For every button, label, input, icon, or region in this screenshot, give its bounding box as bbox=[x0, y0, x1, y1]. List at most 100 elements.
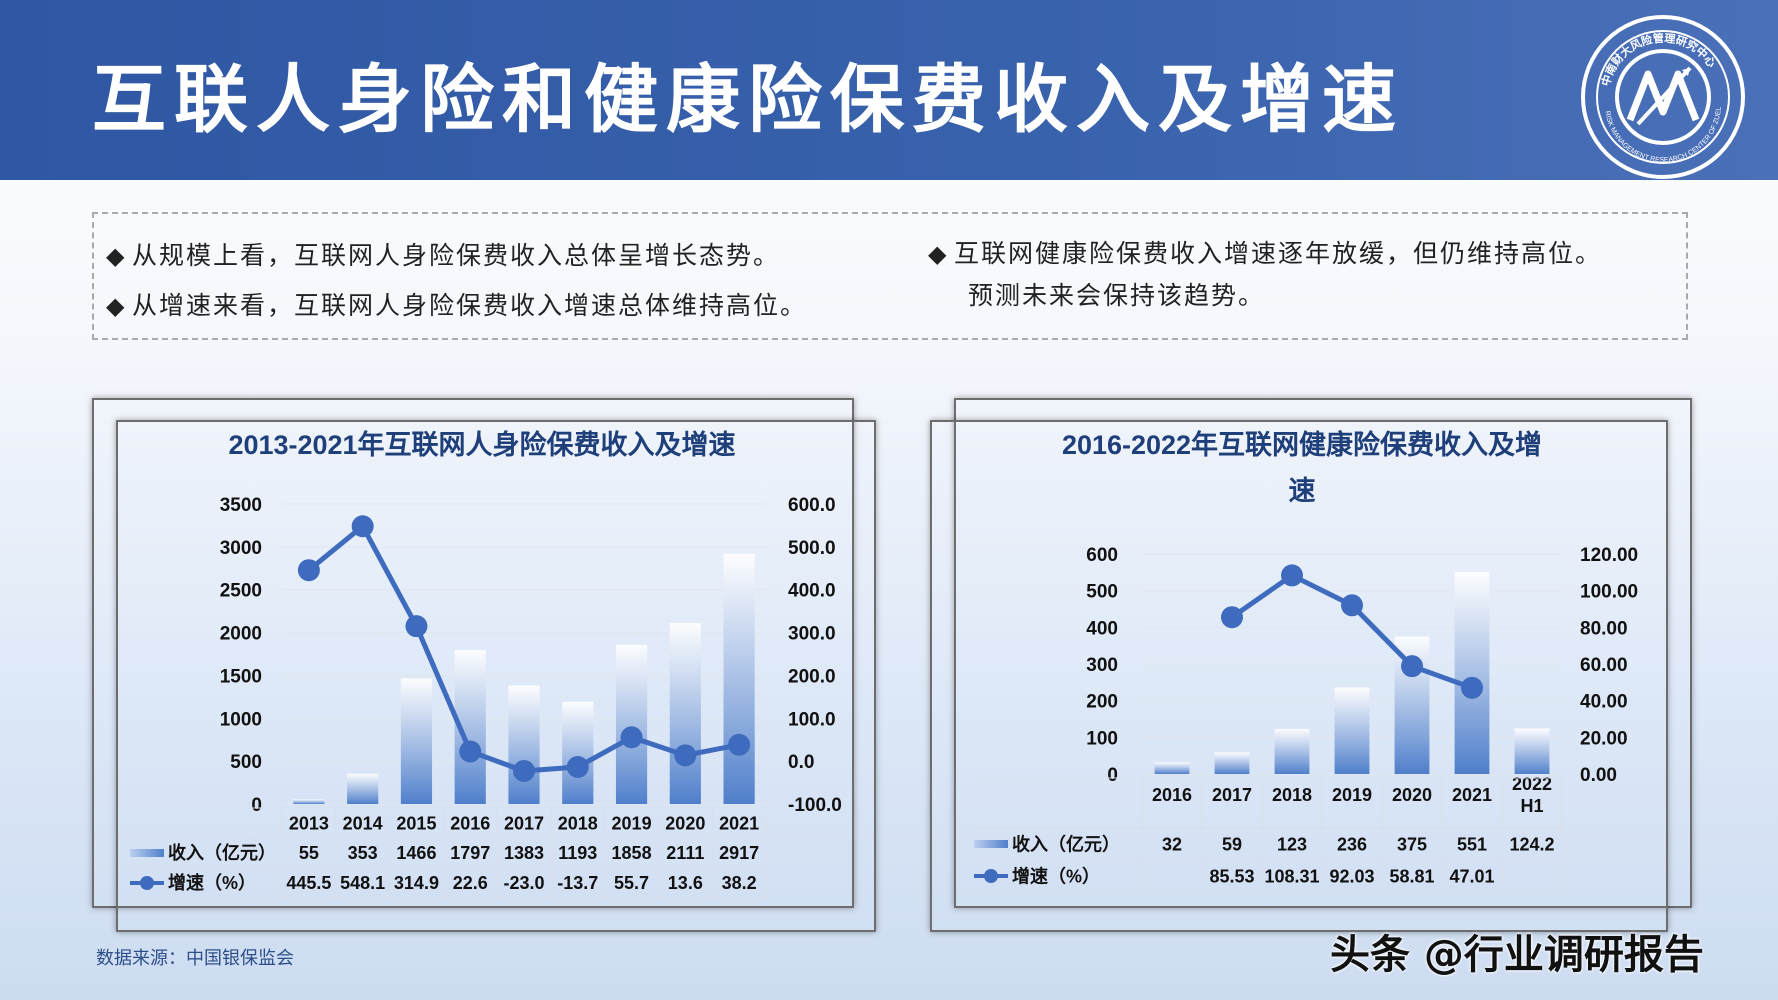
revenue-value: 1797 bbox=[450, 843, 490, 863]
growth-point bbox=[1401, 655, 1423, 678]
growth-point bbox=[1341, 594, 1363, 617]
logo-text: 中南财大风险管理研究中心 bbox=[1598, 31, 1718, 88]
y-right-tick-label: 100.00 bbox=[1580, 582, 1638, 603]
revenue-value: 32 bbox=[1162, 834, 1182, 854]
bar-2018 bbox=[562, 701, 594, 804]
svg-text:中南财大风险管理研究中心: 中南财大风险管理研究中心 bbox=[1598, 31, 1718, 88]
diamond-bullet-icon: ◆ bbox=[106, 292, 127, 320]
growth-line bbox=[1230, 572, 1473, 691]
y-right-tick-label: 20.00 bbox=[1580, 728, 1628, 749]
y-left-tick-label: 500 bbox=[1086, 582, 1118, 603]
legend-bar-key bbox=[130, 849, 164, 857]
chart2-frame-inner bbox=[930, 420, 1668, 932]
bar-2022H1 bbox=[1514, 728, 1550, 774]
growth-value: 22.6 bbox=[453, 873, 488, 893]
y-right-tick-label: 40.00 bbox=[1580, 692, 1628, 713]
y-left-tick-label: 400 bbox=[1086, 618, 1118, 639]
x-tick-label: 2017 bbox=[504, 814, 544, 834]
bar-2019 bbox=[615, 644, 648, 804]
growth-point bbox=[1221, 606, 1243, 629]
bar-2017 bbox=[508, 685, 540, 804]
x-tick-label: 2020 bbox=[665, 814, 705, 834]
note-right-1: ◆ 互联网健康险保费收入增速逐年放缓，但仍维持高位。 bbox=[928, 239, 1603, 268]
y-left-tick-label: 100 bbox=[1086, 728, 1118, 749]
notes-box: ◆ 从规模上看，互联网人身险保费收入总体呈增长态势。 ◆ 从增速来看，互联网人身险保… bbox=[92, 212, 1688, 340]
revenue-value: 124.2 bbox=[1509, 834, 1554, 854]
growth-value: 85.53 bbox=[1209, 866, 1254, 886]
legend-line-marker bbox=[984, 869, 998, 883]
growth-point bbox=[297, 559, 320, 582]
x-tick-label: 2018 bbox=[1272, 785, 1312, 805]
growth-value: 548.1 bbox=[340, 873, 385, 893]
bar-2019 bbox=[1334, 687, 1370, 774]
growth-point bbox=[513, 760, 535, 782]
growth-value: -23.0 bbox=[503, 873, 544, 893]
revenue-value: 1858 bbox=[612, 843, 652, 863]
revenue-value: 123 bbox=[1277, 834, 1307, 854]
note-left-2: ◆ 从增速来看，互联网人身险保费收入增速总体维持高位。 bbox=[106, 291, 808, 320]
chart1-frame-inner bbox=[116, 420, 876, 932]
growth-point bbox=[620, 726, 643, 749]
y-right-tick-label: 60.00 bbox=[1580, 655, 1628, 676]
bar-2016 bbox=[1154, 762, 1190, 774]
revenue-value: 1193 bbox=[558, 843, 597, 863]
y-right-tick-label: 600.0 bbox=[788, 495, 836, 516]
legend-line-label: 增速（%） bbox=[1012, 865, 1100, 886]
chart-title-line2: 速 bbox=[1289, 476, 1316, 506]
revenue-value: 1466 bbox=[396, 843, 436, 863]
growth-point bbox=[459, 740, 482, 763]
y-right-tick-label: 200.0 bbox=[788, 666, 836, 687]
bar-2021 bbox=[723, 553, 755, 804]
y-left-tick-label: 1500 bbox=[220, 666, 262, 687]
bar-2013 bbox=[293, 799, 325, 804]
legend-bar-label: 收入（亿元） bbox=[168, 842, 276, 863]
y-right-tick-label: -100.0 bbox=[788, 795, 842, 816]
revenue-value: 236 bbox=[1337, 834, 1367, 854]
y-left-tick-label: 0 bbox=[1107, 765, 1118, 786]
x-tick-label: 2019 bbox=[1332, 785, 1372, 805]
x-tick-label: 2021 bbox=[1452, 785, 1492, 805]
growth-point bbox=[405, 615, 428, 638]
chart-title: 2016-2022年互联网健康险保费收入及增 bbox=[1062, 429, 1542, 460]
revenue-value: 55 bbox=[299, 843, 319, 863]
growth-value: 47.01 bbox=[1449, 866, 1494, 886]
growth-point bbox=[1281, 564, 1303, 587]
growth-value: 445.5 bbox=[286, 873, 331, 893]
y-left-tick-label: 200 bbox=[1086, 692, 1118, 713]
revenue-value: 551 bbox=[1457, 834, 1487, 854]
bar-2017 bbox=[1214, 752, 1250, 774]
y-left-tick-label: 2500 bbox=[220, 581, 262, 602]
y-left-tick-label: 1000 bbox=[220, 709, 262, 730]
y-right-tick-label: 80.00 bbox=[1580, 618, 1628, 639]
chart1-frame-outer bbox=[92, 398, 854, 908]
x-tick-label: 2013 bbox=[289, 814, 329, 834]
x-tick-label: 2014 bbox=[343, 814, 383, 834]
note-left-1: ◆ 从规模上看，互联网人身险保费收入总体呈增长态势。 bbox=[106, 241, 781, 270]
y-left-tick-label: 500 bbox=[230, 752, 262, 773]
research-center-logo-icon: 中南财大风险管理研究中心 RISK MANAGEMENT RESEARCH CE… bbox=[1581, 15, 1745, 179]
y-left-tick-label: 3500 bbox=[220, 495, 262, 516]
growth-value: 108.31 bbox=[1264, 866, 1319, 886]
x-tick-label: 2018 bbox=[558, 814, 598, 834]
y-right-tick-label: 100.0 bbox=[788, 709, 836, 730]
x-tick-label: 2021 bbox=[719, 814, 759, 834]
diamond-bullet-icon: ◆ bbox=[928, 240, 949, 268]
note-right-2: 预测未来会保持该趋势。 bbox=[968, 281, 1266, 310]
growth-value: 38.2 bbox=[722, 873, 757, 893]
y-right-tick-label: 300.0 bbox=[788, 624, 836, 645]
y-left-tick-label: 600 bbox=[1086, 545, 1118, 566]
legend-line-marker bbox=[140, 876, 154, 890]
revenue-value: 59 bbox=[1222, 834, 1242, 854]
revenue-value: 1383 bbox=[504, 843, 544, 863]
bar-2014 bbox=[347, 773, 379, 804]
y-left-tick-label: 3000 bbox=[220, 538, 262, 559]
growth-point bbox=[728, 733, 751, 756]
x-tick-label: H1 bbox=[1520, 796, 1543, 816]
y-right-tick-label: 120.00 bbox=[1580, 545, 1638, 566]
revenue-value: 353 bbox=[348, 843, 378, 863]
x-tick-label: 2016 bbox=[1152, 785, 1192, 805]
growth-value: 92.03 bbox=[1329, 866, 1374, 886]
revenue-value: 375 bbox=[1397, 834, 1427, 854]
x-tick-label: 2019 bbox=[612, 814, 652, 834]
